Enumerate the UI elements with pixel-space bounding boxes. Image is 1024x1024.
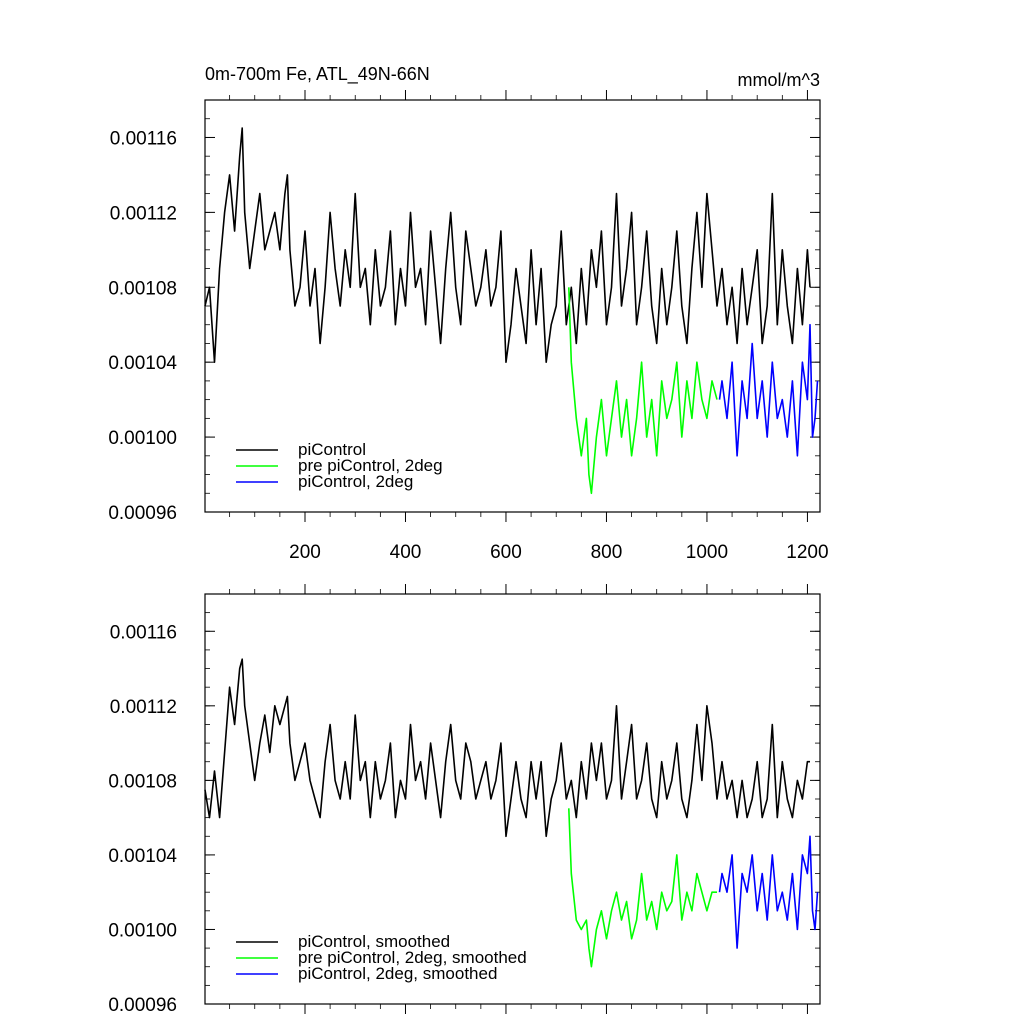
- y-tick-label: 0.00100: [108, 920, 177, 941]
- legend-label: pre piControl, 2deg: [298, 456, 443, 475]
- top-series-lines: [204, 127, 819, 495]
- bottom-panel: 0.00096 0.00100 0.00104 0.00108 0.00112 0.001…: [108, 584, 821, 1016]
- legend-label: piControl, 2deg, smoothed: [298, 964, 497, 983]
- top-panel-units: mmol/m^3: [738, 70, 820, 90]
- series-line-1: [568, 287, 718, 495]
- x-tick-label: 600: [490, 542, 522, 563]
- y-tick-label: 0.00108: [108, 771, 177, 792]
- y-tick-label: 0.00116: [110, 622, 177, 643]
- legend-label: piControl, 2deg: [298, 472, 413, 491]
- y-tick-label: 0.00096: [108, 995, 177, 1016]
- series-line-2: [718, 323, 819, 457]
- x-tick-label: 400: [390, 542, 422, 563]
- y-tick-label: 0.00108: [108, 278, 177, 299]
- x-tick-label: 200: [289, 542, 321, 563]
- legend-label: piControl, smoothed: [298, 932, 450, 951]
- series-line-2: [718, 835, 819, 949]
- series-line-0: [204, 658, 810, 838]
- legend-label: piControl: [298, 440, 366, 459]
- top-panel: 0m-700m Fe, ATL_49N-66N mmol/m^3 0.00096…: [108, 64, 828, 563]
- bottom-series-lines: [204, 658, 819, 968]
- y-tick-label: 0.00104: [108, 846, 177, 867]
- x-tick-label: 1000: [686, 542, 728, 563]
- y-tick-label: 0.00104: [108, 353, 177, 374]
- y-tick-label: 0.00112: [110, 203, 177, 224]
- y-tick-label: 0.00112: [110, 697, 177, 718]
- top-panel-title: 0m-700m Fe, ATL_49N-66N: [205, 64, 430, 85]
- y-tick-label: 0.00100: [108, 428, 177, 449]
- y-tick-label: 0.00096: [108, 503, 177, 524]
- x-tick-label: 800: [591, 542, 623, 563]
- top-axis-ticks: 0.00096 0.00100 0.00104 0.00108 0.00112 0.001…: [108, 90, 829, 563]
- legend-label: pre piControl, 2deg, smoothed: [298, 948, 527, 967]
- series-line-1: [568, 808, 717, 968]
- y-tick-label: 0.00116: [110, 128, 177, 149]
- x-tick-label: 1200: [786, 542, 828, 563]
- series-line-0: [204, 127, 811, 364]
